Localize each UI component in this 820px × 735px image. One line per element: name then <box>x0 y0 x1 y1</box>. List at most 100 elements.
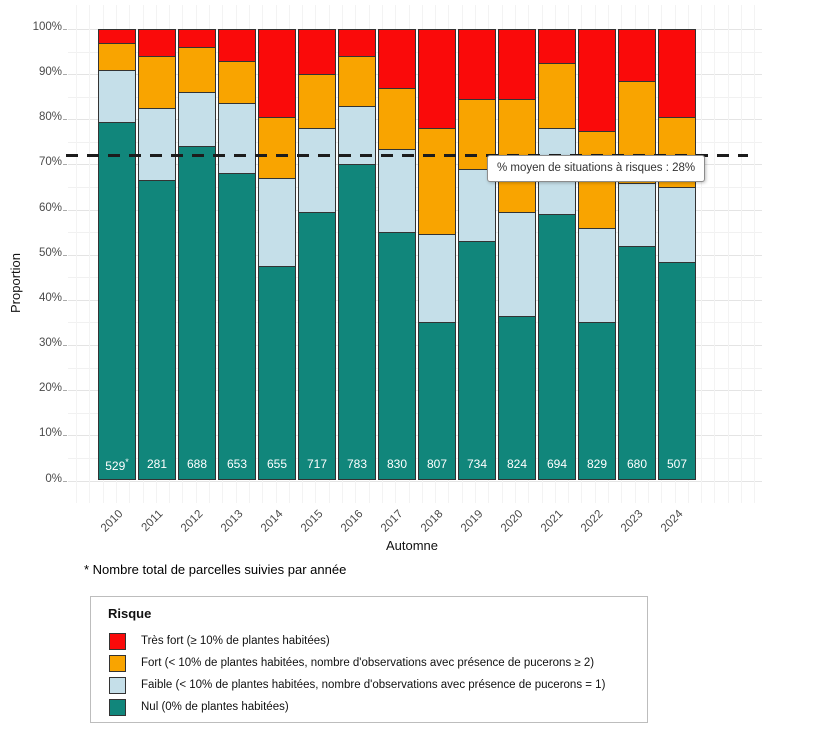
bar-total-label-2019: 734 <box>466 456 488 471</box>
bar-segment-2010 <box>98 29 136 43</box>
bar-segment-2022 <box>578 227 616 323</box>
legend-box: Risque Très fort (≥ 10% de plantes habit… <box>90 596 648 723</box>
y-axis-title: Proportion <box>8 253 23 313</box>
bar-total-label-2023: 680 <box>626 456 648 471</box>
legend-item-label: Nul (0% de plantes habitées) <box>141 701 289 713</box>
bar-segment-2012 <box>178 47 216 93</box>
y-tick-label-40%: 40% <box>38 291 62 304</box>
vertical-gridline <box>727 5 729 503</box>
vertical-gridline <box>714 5 716 503</box>
y-tick-mark <box>63 29 67 30</box>
bar-segment-2011 <box>138 108 176 181</box>
bar-segment-2020 <box>498 211 536 316</box>
mean-risk-dashed-line <box>66 154 748 158</box>
legend-swatch <box>109 677 126 694</box>
legend-swatch <box>109 633 126 650</box>
bar-total-label-2013: 653 <box>226 456 248 471</box>
bar-segment-2015 <box>298 128 336 212</box>
bar-segment-2010 <box>98 42 136 70</box>
bar-segment-2018 <box>418 234 456 323</box>
y-tick-label-100%: 100% <box>32 21 62 33</box>
x-tick-label-2013: 2013 <box>218 508 246 535</box>
bar-segment-2023 <box>618 29 656 81</box>
bar-segment-2017 <box>378 29 416 88</box>
bar-total-label-2016: 783 <box>346 456 368 471</box>
y-tick-label-60%: 60% <box>38 201 62 214</box>
bar-segment-2010 <box>98 69 136 122</box>
x-axis-title: Automne <box>385 538 439 553</box>
bar-segment-2013 <box>218 29 256 61</box>
bar-total-label-2020: 824 <box>506 456 528 471</box>
plot-panel: 529* 281 688 653 655 717 783 830 807 734 824 694 829… <box>68 5 762 503</box>
bar-total-label-2022: 829 <box>586 456 608 471</box>
y-tick-mark <box>63 480 67 482</box>
bar-segment-2020 <box>498 315 536 481</box>
bar-segment-2023 <box>618 245 656 481</box>
x-tick-label-2014: 2014 <box>258 508 286 535</box>
legend-swatch <box>109 699 126 716</box>
x-tick-label-2021: 2021 <box>538 508 566 535</box>
bar-segment-2021 <box>538 29 576 63</box>
bar-segment-2019 <box>458 29 496 99</box>
bar-total-label-2021: 694 <box>546 456 568 471</box>
y-tick-mark <box>63 74 67 76</box>
legend-swatch <box>109 655 126 672</box>
bar-total-label-2010: 529* <box>105 456 129 473</box>
bar-segment-2018 <box>418 128 456 235</box>
y-tick-label-80%: 80% <box>38 111 62 124</box>
vertical-gridline <box>741 5 742 503</box>
bar-segment-2011 <box>138 56 176 108</box>
y-tick-label-70%: 70% <box>38 156 62 169</box>
y-tick-mark <box>63 254 67 256</box>
bar-segment-2024 <box>658 261 696 481</box>
vertical-gridline <box>76 5 77 503</box>
vertical-gridline <box>89 5 91 503</box>
footnote-text: * Nombre total de parcelles suivies par … <box>84 562 347 577</box>
bar-segment-2010 <box>98 121 136 481</box>
x-tick-label-2022: 2022 <box>578 508 606 535</box>
bar-total-label-2011: 281 <box>146 456 168 471</box>
bar-segment-2014 <box>258 177 296 267</box>
y-tick-mark <box>63 209 67 211</box>
y-tick-mark <box>63 390 67 392</box>
bar-total-label-2015: 717 <box>306 456 328 471</box>
bar-total-label-2024: 507 <box>666 456 688 471</box>
bar-segment-2016 <box>338 56 376 106</box>
legend-item-label: Faible (< 10% de plantes habitées, nombr… <box>141 679 606 691</box>
major-gridline <box>68 480 762 482</box>
bar-segment-2023 <box>618 182 656 246</box>
bar-segment-2017 <box>378 148 416 233</box>
legend-title: Risque <box>108 606 152 621</box>
y-tick-mark <box>63 299 67 301</box>
bar-segment-2015 <box>298 29 336 75</box>
bar-segment-2017 <box>378 87 416 149</box>
bar-segment-2018 <box>418 322 456 481</box>
vertical-gridline <box>754 5 756 503</box>
bar-segment-2015 <box>298 211 336 481</box>
y-tick-mark <box>63 435 67 437</box>
bar-segment-2013 <box>218 173 256 481</box>
bar-segment-2020 <box>498 29 536 99</box>
bar-segment-2011 <box>138 180 176 481</box>
y-tick-mark <box>63 119 67 121</box>
bar-segment-2017 <box>378 232 416 481</box>
x-tick-label-2010: 2010 <box>98 508 126 535</box>
bar-segment-2016 <box>338 164 376 481</box>
x-tick-label-2012: 2012 <box>178 508 206 535</box>
bar-total-label-2012: 688 <box>186 456 208 471</box>
y-tick-label-30%: 30% <box>38 337 62 350</box>
y-tick-label-0%: 0% <box>45 472 62 485</box>
bar-total-label-2017: 830 <box>386 456 408 471</box>
bar-segment-2021 <box>538 214 576 481</box>
bar-total-label-2018: 807 <box>426 456 448 471</box>
x-tick-label-2011: 2011 <box>139 508 166 534</box>
bar-segment-2018 <box>418 29 456 129</box>
bar-segment-2024 <box>658 187 696 262</box>
bar-segment-2012 <box>178 29 216 48</box>
x-tick-label-2023: 2023 <box>618 508 646 535</box>
legend-item-label: Fort (< 10% de plantes habitées, nombre … <box>141 657 595 669</box>
mean-risk-annotation-label: % moyen de situations à risques : 28% <box>487 155 706 182</box>
bar-segment-2019 <box>458 241 496 481</box>
bar-segment-2022 <box>578 29 616 131</box>
